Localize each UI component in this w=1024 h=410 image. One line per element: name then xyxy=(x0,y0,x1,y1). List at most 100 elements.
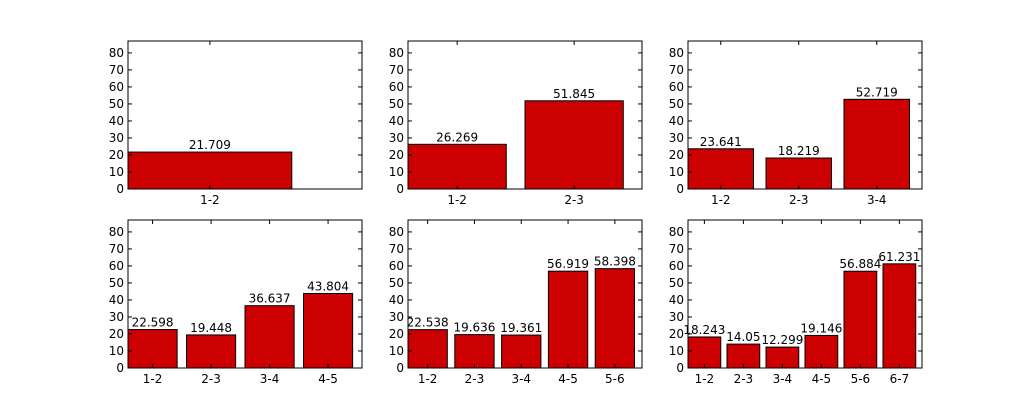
y-tick-label: 80 xyxy=(109,46,124,60)
bar-value-label: 56.884 xyxy=(839,257,881,271)
x-tick-label: 3-4 xyxy=(867,193,887,207)
y-tick-label: 10 xyxy=(109,344,124,358)
x-tick-label: 5-6 xyxy=(605,372,625,386)
bar xyxy=(127,151,293,190)
x-tick-label: 4-5 xyxy=(318,372,338,386)
bar xyxy=(186,334,237,369)
y-tick-label: 30 xyxy=(669,310,684,324)
y-tick-label: 0 xyxy=(676,361,684,375)
bar xyxy=(244,305,295,369)
x-tick-label: 3-4 xyxy=(260,372,280,386)
y-tick-label: 20 xyxy=(669,327,684,341)
x-tick-label: 2-3 xyxy=(465,372,485,386)
y-tick-label: 20 xyxy=(669,148,684,162)
y-tick-label: 10 xyxy=(389,344,404,358)
bar xyxy=(127,329,178,369)
x-tick-label: 2-3 xyxy=(201,372,221,386)
bar-value-label: 18.219 xyxy=(778,144,820,158)
x-tick-label: 3-4 xyxy=(511,372,531,386)
x-tick-label: 1-2 xyxy=(418,372,438,386)
bar-value-label: 19.448 xyxy=(190,321,232,335)
bar xyxy=(882,263,917,369)
bar-value-label: 58.398 xyxy=(594,255,636,269)
y-tick-label: 10 xyxy=(389,165,404,179)
x-tick-label: 2-3 xyxy=(789,193,809,207)
x-tick-label: 1-2 xyxy=(143,372,163,386)
y-tick-label: 20 xyxy=(109,148,124,162)
bar xyxy=(407,143,507,190)
y-tick-label: 10 xyxy=(669,344,684,358)
y-tick-label: 20 xyxy=(389,148,404,162)
y-tick-label: 0 xyxy=(116,182,124,196)
y-tick-label: 40 xyxy=(669,293,684,307)
chart-panel: 26.269 1-2 51.845 2-3 0 10 20 30 40 50 60 70 80 xyxy=(389,40,643,207)
y-tick-label: 80 xyxy=(109,225,124,239)
bar-value-label: 14.05 xyxy=(726,330,760,344)
bar-value-label: 19.361 xyxy=(500,321,542,335)
bar xyxy=(804,334,839,369)
y-tick-label: 70 xyxy=(109,63,124,77)
y-tick-label: 30 xyxy=(389,310,404,324)
y-tick-label: 0 xyxy=(676,182,684,196)
y-tick-label: 30 xyxy=(389,131,404,145)
bar-value-label: 19.636 xyxy=(453,321,495,335)
bar-value-label: 61.231 xyxy=(878,250,920,264)
bar xyxy=(407,329,448,369)
y-tick-label: 0 xyxy=(396,182,404,196)
y-tick-label: 30 xyxy=(109,310,124,324)
y-tick-label: 60 xyxy=(669,80,684,94)
bar-value-label: 26.269 xyxy=(436,130,478,144)
y-tick-label: 40 xyxy=(109,114,124,128)
y-tick-label: 70 xyxy=(389,242,404,256)
y-tick-label: 70 xyxy=(669,242,684,256)
y-tick-label: 10 xyxy=(669,165,684,179)
chart-panel: 21.709 1-2 0 10 20 30 40 50 60 70 80 xyxy=(109,40,363,207)
axes-frame xyxy=(127,40,363,190)
bar xyxy=(303,292,354,369)
bar xyxy=(687,336,722,369)
y-tick-label: 50 xyxy=(389,97,404,111)
bar xyxy=(594,268,636,369)
axes-frame xyxy=(687,219,923,369)
y-tick-label: 50 xyxy=(109,276,124,290)
chart-panel: 18.243 1-2 14.05 2-3 12.299 3-4 19.146 4-5 56.88… xyxy=(669,219,923,386)
y-tick-label: 60 xyxy=(389,80,404,94)
bar-value-label: 18.243 xyxy=(683,323,725,337)
x-tick-label: 1-2 xyxy=(447,193,467,207)
y-tick-label: 30 xyxy=(109,131,124,145)
y-tick-label: 60 xyxy=(109,80,124,94)
x-tick-label: 5-6 xyxy=(851,372,871,386)
bar-value-label: 12.299 xyxy=(761,333,803,347)
y-tick-label: 50 xyxy=(669,276,684,290)
x-tick-label: 2-3 xyxy=(564,193,584,207)
bar xyxy=(843,270,878,369)
x-tick-label: 1-2 xyxy=(200,193,220,207)
x-tick-label: 4-5 xyxy=(812,372,832,386)
axes-frame xyxy=(407,40,643,190)
y-tick-label: 50 xyxy=(669,97,684,111)
axes-frame xyxy=(687,40,923,190)
bar xyxy=(765,157,833,190)
bar-value-label: 36.637 xyxy=(249,292,291,306)
y-tick-label: 40 xyxy=(389,114,404,128)
y-tick-label: 40 xyxy=(669,114,684,128)
y-tick-label: 60 xyxy=(389,259,404,273)
bar xyxy=(687,148,755,190)
bar-value-label: 43.804 xyxy=(307,279,349,293)
bar-value-label: 52.719 xyxy=(856,85,898,99)
x-tick-label: 6-7 xyxy=(890,372,910,386)
x-tick-label: 2-3 xyxy=(734,372,754,386)
chart-panel: 23.641 1-2 18.219 2-3 52.719 3-4 0 10 20 30 40 50 60… xyxy=(669,40,923,207)
y-tick-label: 0 xyxy=(116,361,124,375)
y-tick-label: 40 xyxy=(389,293,404,307)
bar-value-label: 23.641 xyxy=(700,135,742,149)
x-tick-label: 4-5 xyxy=(558,372,578,386)
y-tick-label: 60 xyxy=(109,259,124,273)
axes-frame xyxy=(407,219,643,369)
bar xyxy=(547,270,589,369)
y-tick-label: 80 xyxy=(669,46,684,60)
y-tick-label: 80 xyxy=(389,46,404,60)
y-tick-label: 40 xyxy=(109,293,124,307)
y-tick-label: 70 xyxy=(669,63,684,77)
